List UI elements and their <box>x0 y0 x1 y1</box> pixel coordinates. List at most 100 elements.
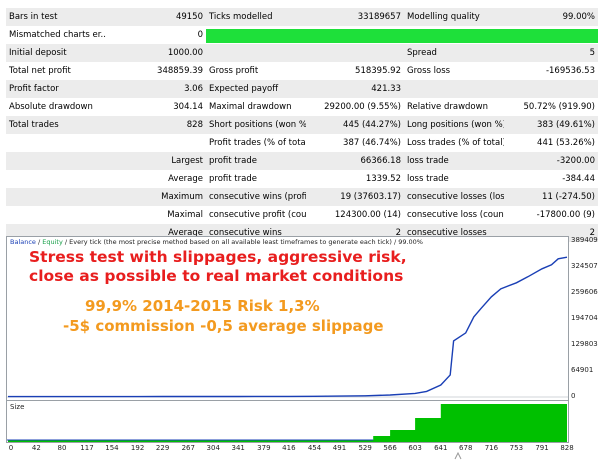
report-row: Bars in test 49150 Ticks modelled 33189657 M… <box>6 8 598 26</box>
x-tick-label: 753 <box>509 444 524 452</box>
metric-value <box>504 80 598 98</box>
y-tick-label: 64901 <box>571 366 594 374</box>
report-row: Absolute drawdown 304.14 Maximal drawdown 2… <box>6 98 598 116</box>
metric-value: 421.33 <box>371 84 401 94</box>
legend-balance: Balance <box>10 238 36 246</box>
metric-label: Loss trades (% of total) <box>407 138 504 148</box>
metric-label: Spread <box>407 48 437 58</box>
x-tick-label: 416 <box>282 444 296 452</box>
x-tick-label: 80 <box>57 444 67 452</box>
y-axis: 389409 324507 259606 194704 129803 64901 0 <box>569 236 599 443</box>
x-tick-label: 0 <box>8 444 14 452</box>
x-axis: 0 42 80 117 154 192 229 267 304 341 379 416 454 491 52… <box>6 443 574 455</box>
balance-chart-pane: Balance / Equity / Every tick (the most … <box>6 236 569 401</box>
row-label: Initial deposit <box>9 48 67 58</box>
metric-label: profit trade <box>209 156 257 166</box>
report-row: Profit factor 3.06 Expected payoff 421.33 <box>6 80 598 98</box>
row-value: 348859.39 <box>157 66 203 76</box>
metric-label: Relative drawdown <box>407 102 488 112</box>
balance-chart <box>7 256 568 398</box>
report-row: Total net profit 348859.39 Gross profit 518… <box>6 62 598 80</box>
y-tick-label: 194704 <box>571 314 598 322</box>
legend-equity: Equity <box>42 238 63 246</box>
row-value: 304.14 <box>173 102 203 112</box>
report-row: Average profit trade 1339.52 loss trade -384… <box>6 170 598 188</box>
x-tick-label: 267 <box>181 444 195 452</box>
mismatched-charts-quality-bar <box>206 29 598 43</box>
x-tick-label: 154 <box>105 444 119 452</box>
x-tick-label: 828 <box>560 444 574 452</box>
y-tick-label: 324507 <box>571 262 598 270</box>
row-label <box>6 134 106 152</box>
x-tick-label: 117 <box>80 444 94 452</box>
row-value <box>106 134 206 152</box>
metric-value: 19 (37603.17) <box>340 192 401 202</box>
row-label: Profit factor <box>9 84 59 94</box>
metric-value: 383 (49.61%) <box>537 120 595 130</box>
chart-legend: Balance / Equity / Every tick (the most … <box>10 238 423 246</box>
metric-value: 2 <box>589 228 595 238</box>
x-tick-label: 491 <box>332 444 347 452</box>
row-value: Maximal <box>167 210 203 220</box>
metric-label: consecutive wins <box>209 228 282 238</box>
x-tick-label: 641 <box>434 444 448 452</box>
metric-label: consecutive losses (loss in ... <box>407 192 504 202</box>
row-value: Average <box>168 174 203 184</box>
metric-label: consecutive losses <box>407 228 487 238</box>
metric-value: 518395.92 <box>355 66 401 76</box>
metric-value: 50.72% (919.90) <box>523 102 596 112</box>
size-label: Size <box>10 403 25 411</box>
metric-value: 1339.52 <box>365 174 401 184</box>
row-value: 49150 <box>175 12 203 22</box>
metric-value: 445 (44.27%) <box>343 120 401 130</box>
metric-label: Profit trades (% of total) <box>209 138 306 148</box>
row-value: Average <box>168 228 203 238</box>
x-tick-label: 566 <box>383 444 397 452</box>
row-label: Total trades <box>9 120 59 130</box>
row-label <box>6 206 106 224</box>
annotation-line-3: 99,9% 2014-2015 Risk 1,3% <box>85 297 320 315</box>
report-row: Initial deposit 1000.00 Spread 5 <box>6 44 598 62</box>
y-tick-label: 129803 <box>571 340 598 348</box>
metric-label: Gross loss <box>407 66 451 76</box>
balance-series-line <box>8 256 568 398</box>
annotation-line-1: Stress test with slippages, aggressive r… <box>29 248 407 266</box>
metric-label: Gross profit <box>209 66 259 76</box>
report-row: Mismatched charts er... 0 <box>6 26 598 44</box>
x-tick-label: 603 <box>408 444 422 452</box>
legend-separator: / <box>35 238 43 246</box>
metric-label: Expected payoff <box>209 84 279 94</box>
metric-value: -384.44 <box>562 174 595 184</box>
x-tick-label: 454 <box>307 444 322 452</box>
x-tick-label: 341 <box>231 444 245 452</box>
row-label: Absolute drawdown <box>9 102 93 112</box>
metric-value: 5 <box>589 48 595 58</box>
metric-label: consecutive profit (count ... <box>209 210 306 220</box>
metric-value <box>306 44 404 62</box>
report-row: Maximum consecutive wins (profit in... 19 … <box>6 188 598 206</box>
annotation-line-2: close as possible to real market conditi… <box>29 267 404 285</box>
metric-label: consecutive wins (profit in... <box>209 192 306 202</box>
report-row: Profit trades (% of total) 387 (46.74%) Lo… <box>6 134 598 152</box>
metric-label: loss trade <box>407 156 449 166</box>
metric-label: loss trade <box>407 174 449 184</box>
row-label: Total net profit <box>9 66 71 76</box>
metric-value: 29200.00 (9.55%) <box>324 102 401 112</box>
scroll-marker-icon <box>454 452 462 460</box>
annotation-line-4: -5$ commission -0,5 average slippage <box>63 317 384 335</box>
metric-value: 124300.00 (14) <box>334 210 401 220</box>
metric-label: Maximal drawdown <box>209 102 292 112</box>
metric-value: -169536.53 <box>545 66 595 76</box>
metric-value: 99.00% <box>562 12 595 22</box>
metric-label <box>206 44 306 62</box>
report-table: Bars in test 49150 Ticks modelled 33189657 M… <box>6 8 598 242</box>
metric-value: 33189657 <box>357 12 401 22</box>
metric-value: 2 <box>395 228 401 238</box>
x-tick-label: 678 <box>459 444 473 452</box>
size-chart-pane: Size <box>6 401 569 443</box>
row-label: Mismatched charts er... <box>9 30 106 40</box>
row-value: 3.06 <box>184 84 203 94</box>
row-label: Bars in test <box>9 12 58 22</box>
y-tick-label: 0 <box>571 392 576 400</box>
test-graph: Balance / Equity / Every tick (the most … <box>6 236 598 456</box>
